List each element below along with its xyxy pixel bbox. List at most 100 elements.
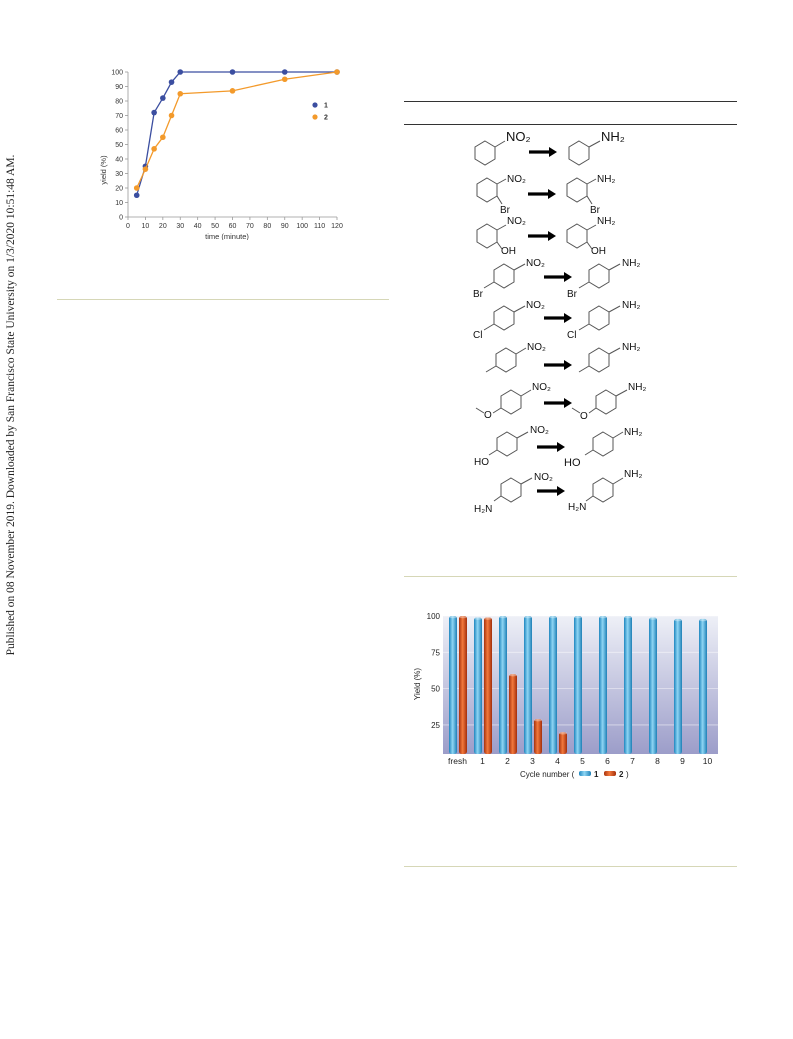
amine-label: NH₂ [601,129,625,144]
bar-1-5 [574,616,582,754]
x-tick-label: 60 [229,223,237,230]
reaction-arrow-icon [537,486,565,496]
bar-cap-2 [559,731,567,735]
amine-label: NH₂ [624,469,642,480]
x-axis-title: time (minute) [205,232,249,240]
benzene-ring-icon [500,477,522,503]
x-tick-label: 100 [296,223,308,230]
bar-cap-1 [449,615,457,619]
bar-2-fresh [459,616,467,754]
benzene-ring-icon [568,140,601,166]
scheme-row-9: NO₂ H₂N NH₂ H₂N [474,469,642,515]
reaction-arrow-icon [544,398,572,408]
benzene-ring-icon [476,223,498,249]
benzene-ring-icon [474,140,506,166]
bar-cap-1 [574,615,582,619]
reaction-arrow-icon [544,360,572,370]
amine-label: NH₂ [622,300,640,311]
bromo-label: Br [590,205,601,216]
bar-1-1 [474,617,482,754]
reaction-arrow-icon [537,442,565,452]
benzene-ring-icon [493,263,515,289]
benzene-ring-icon [495,347,517,373]
amine-group-label: H₂N [568,502,586,513]
y-tick-label: 40 [115,157,123,164]
hydroxy-label: HO [564,457,581,469]
bromo-label: Br [567,289,578,300]
amine-label: NH₂ [628,382,646,393]
bar-2-3 [534,719,542,754]
bromo-label: Br [473,289,484,300]
bar-cap-1 [499,615,507,619]
series-2-point [160,134,166,141]
legend-close: ) [626,770,629,779]
table-top-rule [404,101,737,102]
bar-cap-2 [459,615,467,619]
scheme-row-1: NO₂ NH₂ [474,129,625,166]
x-tick-label: 10 [142,223,150,230]
benzene-ring-icon [476,177,498,203]
x-tick-label: 2 [505,756,510,766]
x-tick-label: 8 [655,756,660,766]
series-1-point [133,192,140,199]
x-tick-label: 9 [680,756,685,766]
hydroxyl-label: OH [591,246,606,257]
scheme-row-7: NO₂ O NH₂ O [475,382,646,422]
bar-1-fresh [449,616,457,754]
y-tick-label: 80 [115,99,123,106]
nitro-label: NO₂ [530,425,549,436]
y-tick-label: 50 [115,142,123,149]
y-tick-label: 10 [115,200,123,207]
hydroxy-label: HO [474,457,489,468]
section-divider [404,576,737,577]
legend-marker-1 [312,102,318,108]
series-2-point [151,146,157,152]
bar-cap-2 [484,617,492,620]
benzene-ring-icon [588,263,610,289]
bar-2-2 [509,674,517,754]
scheme-row-2: NO₂ Br NH₂ Br [476,174,615,216]
bar-cap-1 [624,615,632,619]
legend-marker-2 [312,114,318,120]
y-tick-label: 50 [431,685,440,694]
benzene-ring-icon [592,477,614,503]
bar-1-3 [524,616,532,754]
nitro-label: NO₂ [507,174,526,185]
amine-group-label: H₂N [474,504,492,515]
x-tick-label: 0 [126,223,130,230]
y-tick-label: 75 [431,648,440,657]
nitro-label: NO₂ [532,382,551,393]
benzene-ring-icon [595,389,617,415]
y-tick-label: 0 [119,215,123,222]
x-tick-label: 70 [246,223,254,230]
y-tick-label: 30 [115,171,123,178]
y-tick-label: 25 [431,721,440,730]
x-tick-label: 90 [281,223,289,230]
benzene-ring-icon [588,305,610,331]
x-tick-label: 7 [630,756,635,766]
legend-swatch-2 [604,771,616,776]
benzene-ring-icon [592,431,614,457]
bar-cap-2 [509,673,517,677]
series-1-point [177,69,184,75]
table-header-rule [404,124,737,125]
legend-label-2: 2 [324,115,328,122]
publication-notice-text: Published on 08 November 2019. Downloade… [5,154,17,656]
series-2-point [177,90,184,97]
amine-label: NH₂ [622,342,640,353]
benzene-ring-icon [500,389,522,415]
amine-label: NH₂ [622,258,640,269]
bromo-label: Br [500,205,511,216]
bar-1-6 [599,616,607,754]
x-tick-label: 5 [580,756,585,766]
section-divider [57,299,389,300]
yield-vs-time-chart: yield (%) time (minute) 0102030405060708… [99,69,343,240]
nitro-label: NO₂ [506,129,531,144]
scheme-row-5: NO₂ Cl NH₂ Cl [473,300,640,341]
publication-notice: Published on 08 November 2019. Downloade… [0,154,24,656]
x-tick-label: 3 [530,756,535,766]
x-tick-label: 1 [480,756,485,766]
recycling-bar-chart: Yield (%) Cycle number ( 1 2 ) 255075100… [413,612,718,779]
benzene-ring-icon [588,347,610,373]
bar-1-2 [499,616,507,754]
